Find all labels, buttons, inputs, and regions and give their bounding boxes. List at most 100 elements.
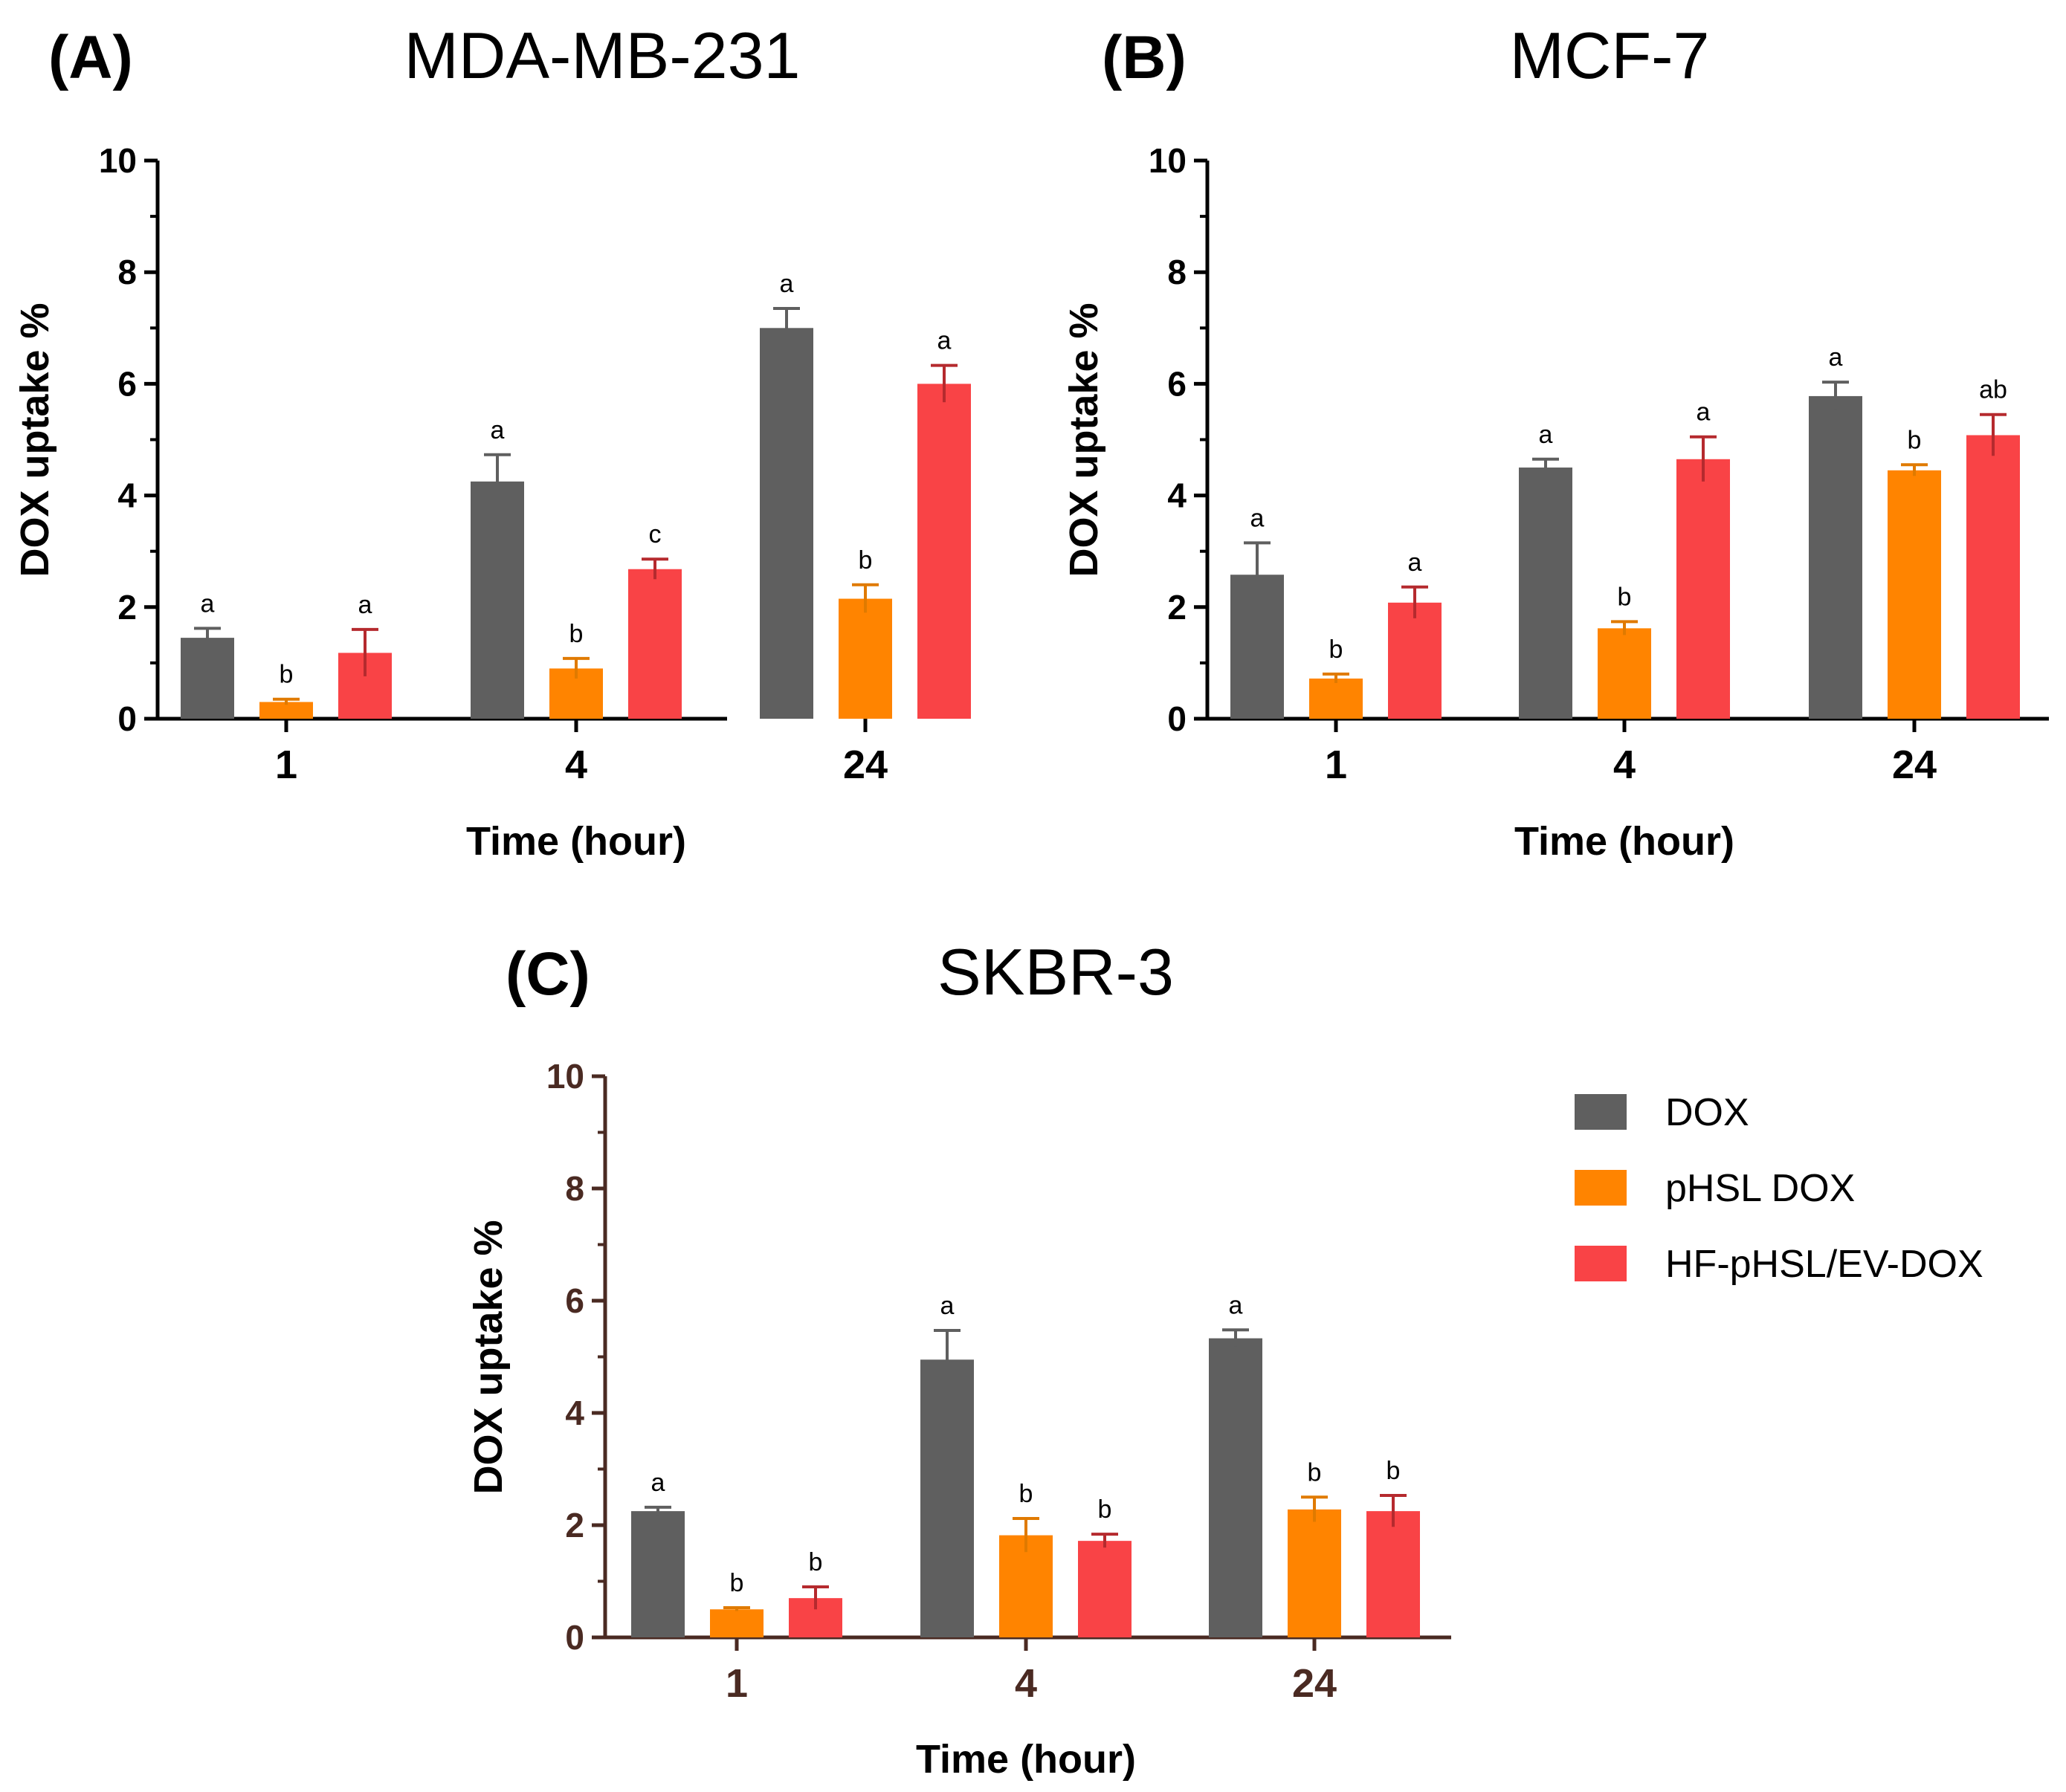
x-tick-label: 24 [1892,743,1937,787]
y-tick-label: 2 [565,1506,584,1544]
bar [1288,1509,1341,1637]
bar [628,569,682,719]
bar [1078,1541,1132,1637]
x-tick-label: 1 [726,1661,748,1706]
x-tick-label: 4 [565,743,587,787]
significance-label: a [1539,421,1553,449]
y-tick-label: 4 [117,476,137,515]
legend-label-hf-phsl-ev-dox: HF-pHSL/EV-DOX [1665,1243,1983,1286]
panel-b-title: MCF-7 [1510,19,1710,92]
significance-label: b [569,620,584,648]
y-axis-label: DOX uptake % [1062,303,1106,577]
significance-label: a [491,416,505,444]
x-axis-label: Time (hour) [466,819,686,864]
significance-label: a [1250,504,1265,532]
bar [710,1609,764,1637]
y-tick-label: 8 [117,253,137,291]
bar [1598,628,1651,719]
legend-label-dox: DOX [1665,1091,1749,1134]
bar [631,1511,685,1637]
legend-swatch-dox [1575,1094,1627,1130]
bar [471,481,524,719]
y-tick-label: 2 [117,588,137,627]
bar [920,1359,974,1637]
panel-c-title: SKBR-3 [937,935,1174,1009]
panel-b-letter: (B) [1102,24,1187,91]
significance-label: ab [1979,376,2007,404]
legend: DOX pHSL DOX HF-pHSL/EV-DOX [1575,1091,1983,1286]
bar [1888,470,1941,719]
panel-a-letter: (A) [48,24,133,91]
significance-label: b [1329,635,1343,664]
significance-label: a [358,591,372,619]
y-axis-label: DOX uptake % [13,303,57,577]
y-axis-label: DOX uptake % [466,1220,511,1494]
significance-label: b [730,1569,744,1597]
significance-label: b [809,1548,823,1576]
significance-label: a [1229,1291,1243,1319]
y-tick-label: 6 [1167,364,1187,403]
significance-label: a [651,1469,665,1497]
x-axis-label: Time (hour) [916,1737,1136,1782]
significance-label: a [201,589,215,618]
significance-label: a [780,270,794,298]
significance-label: b [1019,1480,1033,1508]
significance-label: a [940,1292,955,1320]
y-tick-label: 8 [565,1169,584,1208]
bar [1519,468,1572,719]
significance-label: a [1829,343,1843,372]
bar [259,702,313,719]
y-tick-label: 0 [117,699,137,738]
legend-swatch-phsl-dox [1575,1170,1627,1206]
y-tick-label: 8 [1167,253,1187,291]
significance-label: b [280,661,294,689]
x-tick-label: 24 [843,743,888,787]
y-tick-label: 10 [546,1057,584,1096]
panel-a-title: MDA-MB-231 [404,19,801,92]
legend-swatch-hf-phsl-ev-dox [1575,1246,1627,1281]
bar [1388,602,1442,719]
y-tick-label: 6 [565,1281,584,1320]
bar [1809,395,1862,719]
significance-label: b [1618,583,1632,611]
bar [999,1535,1053,1637]
significance-label: b [1387,1457,1401,1485]
x-tick-label: 4 [1613,743,1636,787]
bar [1676,459,1730,719]
y-tick-label: 6 [117,364,137,403]
significance-label: b [859,546,873,575]
bar [917,384,971,719]
bar [760,328,813,719]
x-tick-label: 24 [1292,1661,1337,1706]
bar [1209,1338,1262,1637]
bar [839,598,892,719]
panel-c-letter: (C) [506,940,590,1008]
significance-label: b [1908,426,1922,454]
y-tick-label: 4 [1167,476,1187,515]
x-tick-label: 1 [1325,743,1347,787]
significance-label: a [1697,398,1711,427]
significance-label: b [1308,1458,1322,1487]
significance-label: a [937,327,952,355]
y-tick-label: 10 [1149,141,1187,180]
bar [1366,1511,1420,1637]
bar [1966,435,2020,719]
significance-label: b [1098,1495,1112,1524]
significance-label: a [1408,549,1422,577]
y-tick-label: 0 [565,1618,584,1657]
legend-label-phsl-dox: pHSL DOX [1665,1167,1855,1210]
bar [181,638,234,719]
y-tick-label: 2 [1167,588,1187,627]
significance-label: c [649,520,662,549]
x-tick-label: 4 [1015,1661,1037,1706]
y-tick-label: 4 [565,1394,584,1432]
y-tick-label: 0 [1167,699,1187,738]
bar [1309,678,1363,719]
